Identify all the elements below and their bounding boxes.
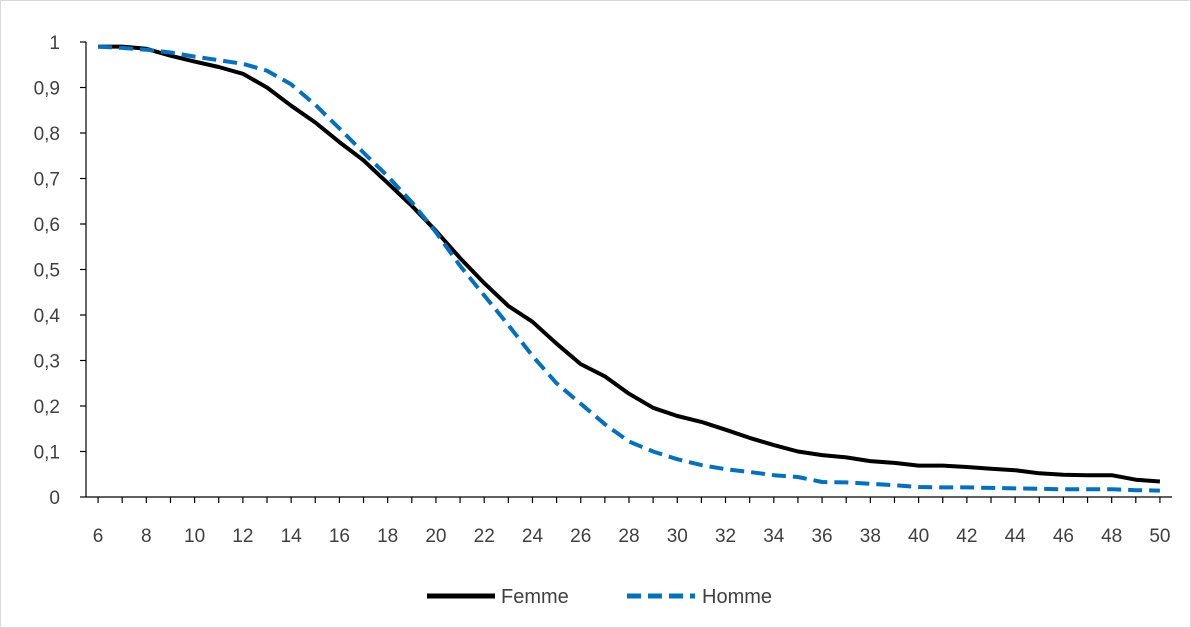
x-tick-label: 22 — [474, 526, 495, 547]
y-tick-label: 0,7 — [34, 170, 60, 191]
x-tick-label: 20 — [425, 526, 446, 547]
y-tick-label: 0 — [49, 488, 60, 509]
series-line-femme — [98, 44, 1161, 484]
y-axis-ticks: 0 0,1 0,2 0,3 0,4 0,5 0,6 0,7 0,8 0,9 1 — [34, 33, 86, 509]
axes — [85, 42, 1172, 498]
x-tick-label: 6 — [93, 526, 104, 547]
x-tick-label: 36 — [811, 526, 832, 547]
x-tick-label: 44 — [1005, 526, 1027, 547]
y-tick-label: 0,3 — [34, 352, 60, 373]
y-tick-label: 0,8 — [34, 124, 60, 145]
y-tick-label: 0,1 — [34, 443, 60, 464]
x-tick-label: 38 — [860, 526, 881, 547]
x-axis-ticks: 6 8 10 12 14 16 18 20 22 24 26 28 30 32 34 36 38 40 42 44 46… — [93, 497, 1171, 547]
x-tick-label: 28 — [618, 526, 639, 547]
x-tick-label: 10 — [184, 526, 205, 547]
x-tick-label: 24 — [522, 526, 544, 547]
x-tick-label: 50 — [1149, 526, 1170, 547]
x-tick-label: 8 — [141, 526, 152, 547]
x-tick-label: 32 — [715, 526, 736, 547]
x-tick-label: 16 — [329, 526, 350, 547]
legend-label-femme: Femme — [501, 586, 569, 608]
x-tick-label: 26 — [570, 526, 591, 547]
x-tick-label: 46 — [1053, 526, 1074, 547]
legend: Femme Homme — [427, 586, 772, 608]
y-tick-label: 0,6 — [34, 215, 60, 236]
x-tick-label: 48 — [1101, 526, 1122, 547]
y-tick-label: 1 — [49, 33, 60, 54]
x-tick-label: 34 — [763, 526, 785, 547]
legend-label-homme: Homme — [702, 586, 772, 608]
series-layer — [97, 44, 1161, 493]
x-tick-label: 12 — [232, 526, 253, 547]
x-tick-label: 30 — [667, 526, 688, 547]
x-tick-label: 18 — [377, 526, 398, 547]
x-tick-label: 14 — [281, 526, 303, 547]
series-line-homme — [97, 44, 1160, 493]
y-tick-label: 0,4 — [34, 306, 61, 327]
y-tick-label: 0,9 — [34, 79, 60, 100]
y-tick-label: 0,2 — [34, 397, 60, 418]
x-tick-label: 42 — [956, 526, 977, 547]
y-tick-label: 0,5 — [34, 261, 60, 282]
x-tick-label: 40 — [908, 526, 929, 547]
